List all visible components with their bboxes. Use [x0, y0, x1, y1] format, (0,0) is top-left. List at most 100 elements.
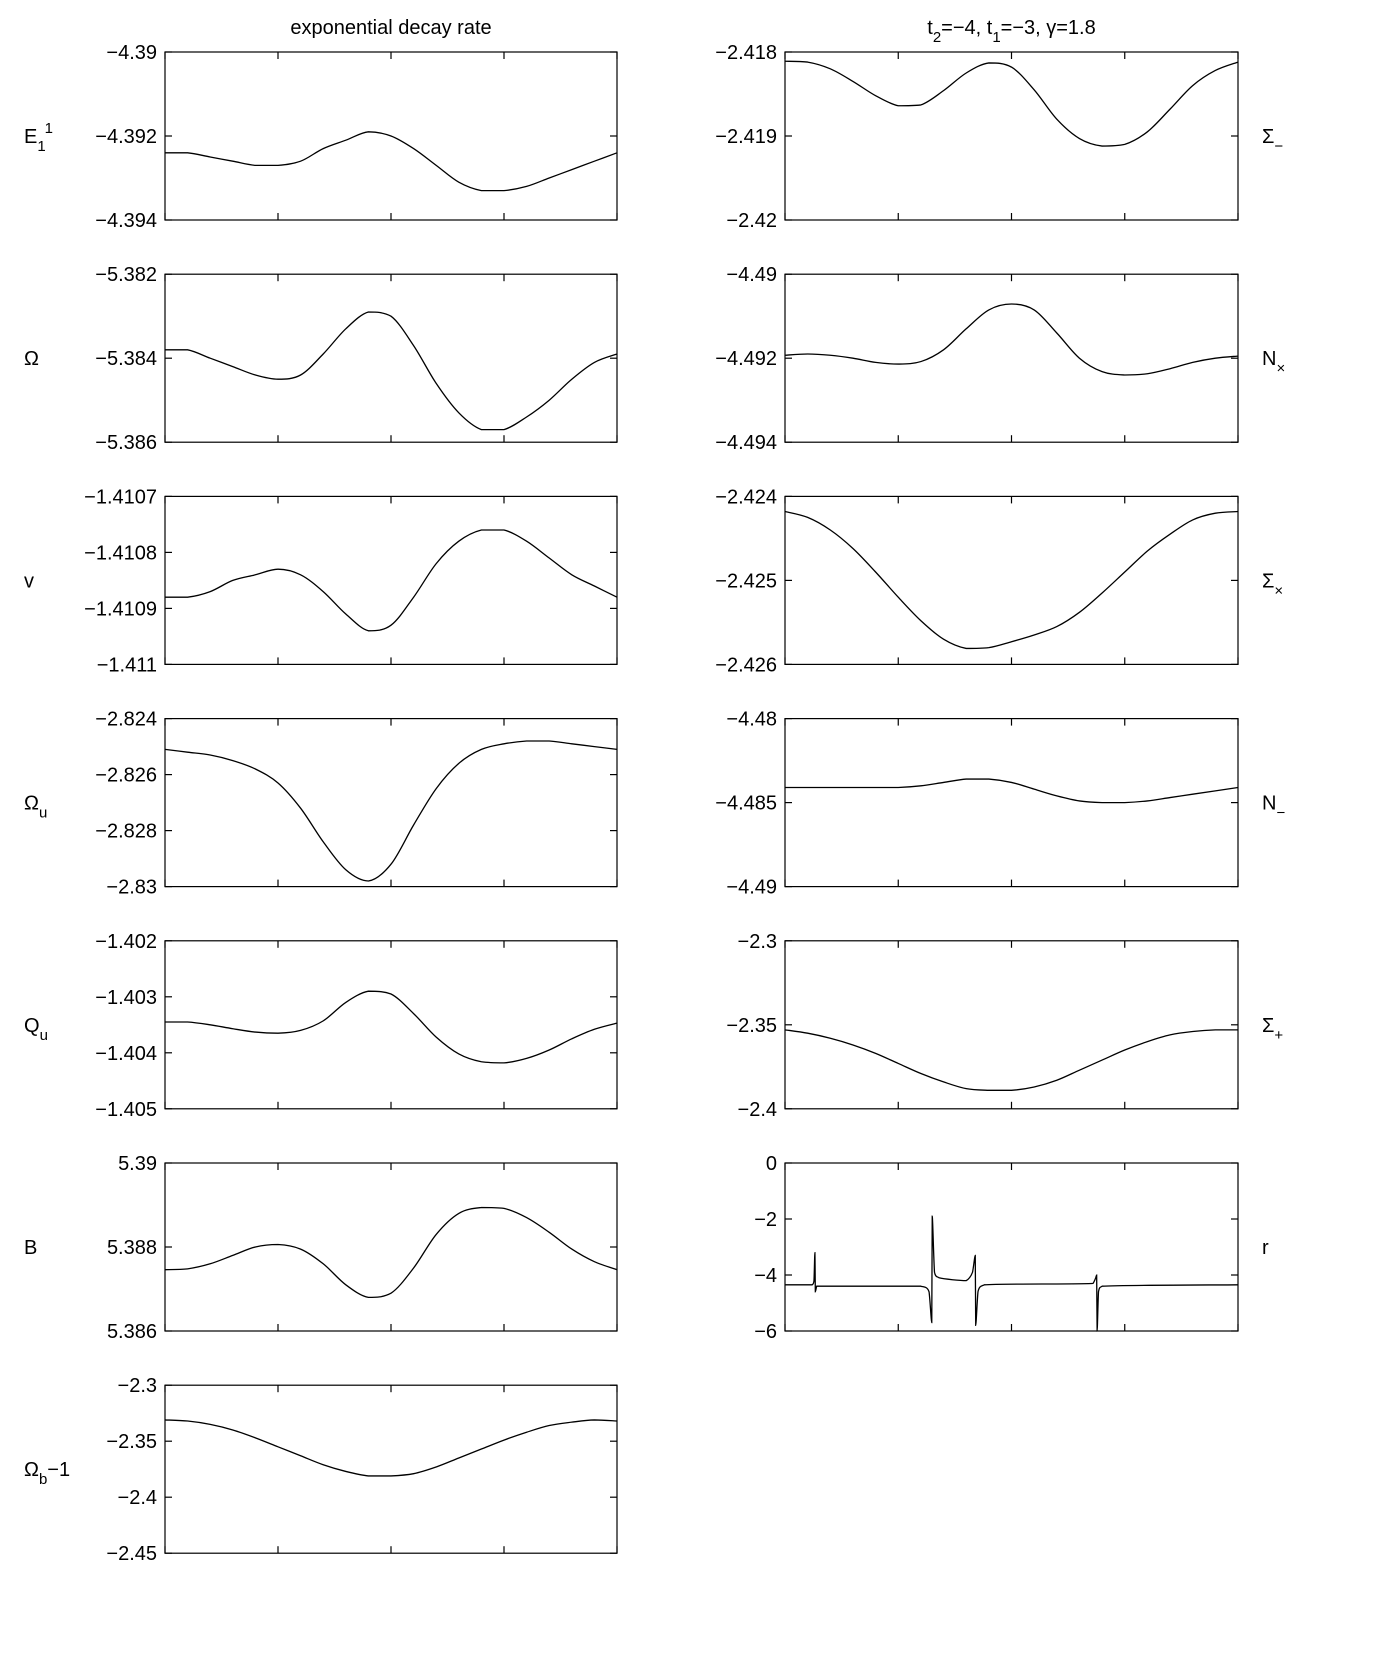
y-tick-label: −1.402	[95, 931, 157, 953]
y-tick-label: 5.388	[107, 1237, 157, 1259]
plot-frame	[164, 1162, 618, 1332]
panel: −2.824 −2.826 −2.828 −2.83 Ωu	[24, 709, 618, 899]
y-axis-label: v	[24, 570, 34, 592]
panel: −2.3 −2.35 −2.4 Σ+	[726, 931, 1283, 1121]
y-axis-label-part: Σ	[1262, 570, 1274, 592]
y-axis-label: E11	[24, 120, 53, 155]
data-line	[784, 60, 1239, 147]
y-axis-label: r	[1262, 1237, 1269, 1259]
y-tick-label: −1.4107	[84, 486, 157, 508]
y-tick-label: −1.4108	[84, 542, 157, 564]
plot-frame	[164, 940, 618, 1110]
panel: 0 −2 −4 −6 r	[754, 1153, 1269, 1343]
y-axis-label-part: −	[1274, 138, 1283, 155]
y-axis-label-part: ×	[1276, 360, 1285, 377]
panel-title-part: =−3, γ=1.8	[1001, 17, 1096, 39]
y-tick-label: −2	[754, 1209, 777, 1231]
data-line	[164, 1419, 618, 1477]
y-tick-label: −6	[754, 1321, 777, 1343]
y-axis-label-part: +	[1274, 1027, 1283, 1044]
plot-frame	[164, 273, 618, 443]
y-axis-label: Σ+	[1262, 1015, 1283, 1044]
panel-title: t2=−4, t1=−3, γ=1.8	[927, 17, 1095, 46]
y-tick-label: −1.403	[95, 987, 157, 1009]
y-tick-label: −2.45	[106, 1543, 157, 1565]
y-tick-label: −2.826	[95, 765, 157, 787]
y-tick-label: −4	[754, 1265, 777, 1287]
y-tick-label: −1.4109	[84, 598, 157, 620]
y-axis-label-part: 1	[45, 120, 53, 137]
y-tick-label: −1.405	[95, 1099, 157, 1121]
y-tick-label: −5.382	[95, 264, 157, 286]
y-axis-label-part: Ω	[24, 1459, 39, 1481]
y-axis-label-part: v	[24, 570, 34, 592]
data-line	[164, 1206, 618, 1299]
data-line	[164, 740, 618, 882]
y-tick-label: −4.492	[715, 348, 777, 370]
data-line	[785, 1215, 1239, 1332]
y-axis-label-part: Σ	[1262, 126, 1274, 148]
y-axis-label-part: u	[39, 805, 47, 822]
y-tick-label: −1.411	[97, 654, 157, 676]
panel-title: exponential decay rate	[290, 17, 491, 39]
y-tick-label: −2.426	[715, 654, 777, 676]
y-tick-label: −5.386	[95, 432, 157, 454]
panel: −1.4107 −1.4108 −1.4109 −1.411 v	[24, 486, 618, 676]
y-axis-label: Ω	[24, 348, 39, 370]
y-tick-label: −2.83	[106, 877, 157, 899]
y-tick-label: −4.494	[715, 432, 777, 454]
panel: −2.418 −2.419 −2.42 t2=−4, t1=−3, γ=1.8 Σ−	[715, 17, 1283, 232]
y-tick-label: −4.39	[106, 42, 157, 64]
y-tick-label: −2.824	[95, 709, 157, 731]
y-axis-label: Ωu	[24, 793, 47, 822]
y-axis-label-part: u	[40, 1027, 48, 1044]
data-line	[784, 778, 1239, 804]
panel-title-part: =−4, t	[941, 17, 993, 39]
y-axis-label: Qu	[24, 1015, 48, 1044]
y-tick-label: −2.424	[715, 486, 777, 508]
plot-frame	[784, 51, 1239, 221]
y-tick-label: −2.35	[726, 1015, 777, 1037]
panel-title-part: 2	[933, 29, 941, 46]
y-tick-label: −4.49	[726, 877, 777, 899]
panel: 5.39 5.388 5.386 B	[24, 1153, 618, 1343]
panel: −4.49 −4.492 −4.494 N×	[715, 264, 1285, 454]
y-tick-label: −5.384	[95, 348, 157, 370]
y-tick-label: −2.828	[95, 821, 157, 843]
y-tick-label: 0	[766, 1153, 777, 1175]
y-axis-label: Ωb−1	[24, 1459, 70, 1488]
y-tick-label: 5.386	[107, 1321, 157, 1343]
y-tick-label: −4.394	[95, 210, 157, 232]
panel: −2.424 −2.425 −2.426 Σ×	[715, 486, 1283, 676]
y-axis-label-part: 1	[37, 138, 45, 155]
y-tick-label: 5.39	[118, 1153, 157, 1175]
y-axis-label-part: Ω	[24, 348, 39, 370]
y-axis-label-part: Σ	[1262, 1015, 1274, 1037]
plot-frame	[784, 940, 1239, 1110]
y-tick-label: −2.419	[715, 126, 777, 148]
y-axis-label-part: b	[39, 1471, 47, 1488]
data-line	[784, 1029, 1238, 1091]
panel-title-part: exponential decay rate	[290, 17, 491, 39]
y-axis-label: N×	[1262, 348, 1285, 377]
panel: −5.382 −5.384 −5.386 Ω	[24, 264, 618, 454]
y-axis-label: Σ−	[1262, 126, 1283, 155]
y-axis-label-part: Q	[24, 1015, 40, 1037]
data-line	[784, 510, 1239, 650]
y-axis-label-part: E	[24, 126, 37, 148]
plot-frame	[164, 1384, 618, 1554]
y-axis-label-part: r	[1262, 1237, 1269, 1259]
panel: −2.3 −2.35 −2.4 −2.45 Ωb−1	[24, 1375, 618, 1565]
y-axis-label: B	[24, 1237, 37, 1259]
y-axis-label-part: B	[24, 1237, 37, 1259]
y-axis-label-part: −1	[47, 1459, 70, 1481]
data-line	[165, 311, 618, 431]
y-tick-label: −4.49	[726, 264, 777, 286]
y-tick-label: −2.3	[118, 1375, 157, 1397]
plot-frame	[784, 1162, 1239, 1332]
y-axis-label-part: Ω	[24, 793, 39, 815]
data-line	[165, 529, 618, 632]
y-axis-label-part: N	[1262, 348, 1276, 370]
panel-title-part: t	[927, 17, 933, 39]
panel-title-part: 1	[992, 29, 1000, 46]
